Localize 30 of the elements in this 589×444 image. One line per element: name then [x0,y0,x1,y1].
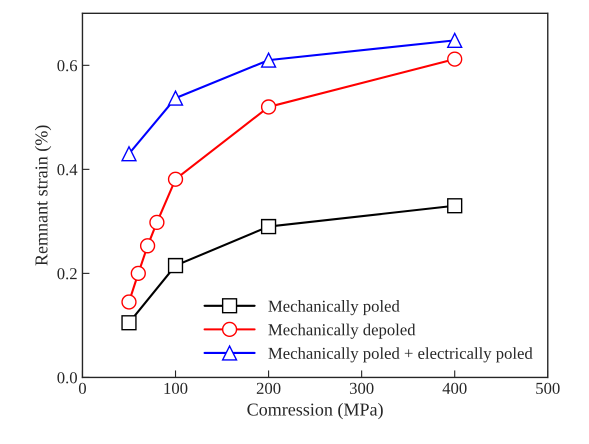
x-tick-label: 100 [164,382,188,394]
y-tick-label: 0.0 [57,372,77,384]
point [130,266,146,282]
point [447,32,462,48]
y-tick-label: 0.6 [57,60,78,72]
point [260,218,276,234]
legend-label: Mechanically depoled [268,324,416,339]
point [447,198,462,214]
x-axis-title: Comression (MPa) [247,402,383,420]
x-tick-label: 500 [536,382,560,394]
x-tick-label: 0 [78,382,86,394]
point [140,238,156,254]
x-tick-label: 200 [256,382,280,394]
point [121,315,137,330]
legend-label: Mechanically poled + electrically poled [268,347,533,362]
point [168,258,184,274]
x-tick-label: 300 [350,382,374,394]
point [149,214,165,230]
y-tick-label: 0.4 [57,164,78,176]
point [260,52,276,68]
point [168,90,184,106]
point [168,172,184,187]
x-tick-label: 400 [442,382,467,394]
legend-label: Mechanically poled [268,300,400,316]
point [447,51,462,67]
y-tick-label: 0.2 [57,268,77,280]
y-axis-title: Remnant strain (%) [34,125,52,266]
point [121,146,137,162]
point [260,99,276,115]
point [121,294,137,310]
